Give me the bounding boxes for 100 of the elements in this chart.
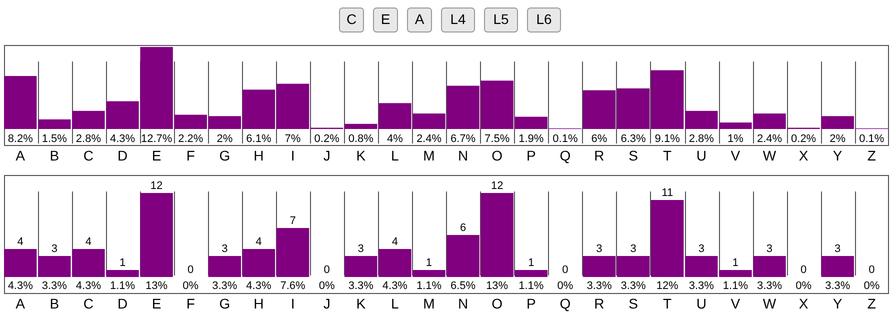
data-label: 2.8% bbox=[76, 133, 102, 145]
annotation: 3.3% bbox=[212, 280, 238, 292]
annotation: 4.3% bbox=[8, 280, 34, 292]
data-label: 4 bbox=[256, 236, 262, 248]
annotation: 1.1% bbox=[518, 280, 544, 292]
data-label: 1.5% bbox=[42, 133, 68, 145]
data-label: 4 bbox=[85, 236, 92, 248]
annotation: 4.3% bbox=[382, 280, 408, 292]
x-tick-label: Q bbox=[560, 148, 571, 164]
text: L4 bbox=[450, 11, 466, 27]
bar bbox=[821, 256, 854, 277]
x-tick-label: R bbox=[594, 296, 604, 312]
x-tick-label: A bbox=[16, 296, 26, 312]
x-tick-label: M bbox=[423, 296, 435, 312]
x-tick-label: H bbox=[254, 296, 264, 312]
annotation: 13% bbox=[486, 280, 508, 292]
annotation: 3.3% bbox=[756, 280, 782, 292]
data-label: 3 bbox=[596, 243, 602, 255]
data-label: 3 bbox=[630, 243, 636, 255]
data-label: 0.8% bbox=[348, 133, 374, 145]
x-tick-label: T bbox=[663, 296, 672, 312]
data-label: 0 bbox=[800, 264, 807, 276]
x-tick-label: D bbox=[117, 296, 128, 312]
annotation: 3.3% bbox=[825, 280, 850, 292]
data-label: 3 bbox=[766, 243, 773, 255]
x-tick-label: U bbox=[696, 148, 706, 164]
data-label: 7% bbox=[284, 133, 301, 145]
annotation: 12% bbox=[656, 280, 679, 292]
data-label: 7.5% bbox=[484, 133, 510, 145]
data-label: 4.3% bbox=[110, 133, 136, 145]
annotation: 0% bbox=[864, 280, 880, 292]
x-tick-label: X bbox=[798, 148, 809, 164]
data-label: 6.7% bbox=[450, 133, 476, 145]
x-tick-label: F bbox=[186, 148, 195, 164]
x-tick-label: E bbox=[152, 148, 162, 164]
x-tick-label: L bbox=[391, 148, 400, 164]
data-label: 12 bbox=[150, 180, 163, 192]
data-label: 6% bbox=[591, 133, 608, 145]
annotation: 4.3% bbox=[76, 280, 102, 292]
x-tick-label: G bbox=[219, 296, 230, 312]
annotation: 7.6% bbox=[280, 280, 306, 292]
data-label: 3 bbox=[222, 243, 228, 255]
annotation: 6.5% bbox=[450, 280, 476, 292]
data-label: 4% bbox=[386, 133, 404, 145]
data-label: 1.9% bbox=[518, 133, 544, 145]
text: E bbox=[380, 11, 390, 27]
data-label: 1 bbox=[119, 257, 126, 269]
data-label: 3 bbox=[358, 243, 364, 255]
annotation: 0% bbox=[557, 280, 574, 292]
x-tick-label: L bbox=[391, 296, 400, 312]
x-tick-label: X bbox=[798, 296, 809, 312]
x-tick-label: S bbox=[628, 296, 638, 312]
data-label: 8.2% bbox=[8, 133, 34, 145]
data-label: 3 bbox=[51, 243, 58, 255]
x-tick-label: J bbox=[323, 296, 330, 312]
x-tick-label: J bbox=[323, 148, 330, 164]
x-tick-label: C bbox=[83, 148, 94, 164]
x-tick-label: I bbox=[290, 148, 295, 164]
text: C bbox=[346, 11, 357, 27]
x-tick-label: M bbox=[423, 148, 435, 164]
x-tick-label: B bbox=[50, 148, 60, 164]
data-label: 0 bbox=[562, 264, 568, 276]
x-tick-label: Y bbox=[832, 296, 843, 312]
x-tick-label: Z bbox=[867, 296, 876, 312]
annotation: 1.1% bbox=[722, 280, 748, 292]
x-tick-label: O bbox=[492, 148, 503, 164]
data-label: 2.4% bbox=[756, 133, 782, 145]
x-tick-label: V bbox=[730, 296, 741, 312]
x-tick-label: O bbox=[492, 296, 503, 312]
annotation: 3.3% bbox=[42, 280, 68, 292]
data-label: 1% bbox=[727, 133, 744, 145]
data-label: 4 bbox=[392, 236, 398, 248]
data-label: 2.2% bbox=[178, 133, 204, 145]
x-tick-label: K bbox=[356, 296, 366, 312]
annotation: 1.1% bbox=[416, 280, 442, 292]
x-tick-label: S bbox=[628, 148, 638, 164]
annotation: 13% bbox=[146, 280, 168, 292]
x-tick-label: P bbox=[526, 296, 536, 312]
x-tick-label: T bbox=[663, 148, 672, 164]
x-tick-label: C bbox=[83, 296, 94, 312]
data-label: 9.1% bbox=[654, 133, 680, 145]
x-tick-label: I bbox=[290, 296, 295, 312]
data-label: 7 bbox=[290, 215, 296, 227]
data-label: 6.3% bbox=[620, 133, 646, 145]
data-label: 3 bbox=[834, 243, 841, 255]
x-tick-label: Z bbox=[867, 148, 876, 164]
x-tick-label: N bbox=[458, 148, 468, 164]
data-label: 0 bbox=[324, 264, 330, 276]
data-label: 0.1% bbox=[552, 133, 578, 145]
x-tick-label: N bbox=[458, 296, 468, 312]
data-label: 3 bbox=[698, 243, 704, 255]
x-tick-label: H bbox=[254, 148, 264, 164]
data-label: 1 bbox=[426, 257, 432, 269]
x-tick-label: K bbox=[356, 148, 366, 164]
data-label: 12.7% bbox=[140, 133, 172, 145]
data-label: 12 bbox=[490, 180, 504, 192]
x-tick-label: A bbox=[16, 148, 26, 164]
annotation: 4.3% bbox=[246, 280, 272, 292]
x-tick-label: E bbox=[152, 296, 162, 312]
data-label: 1 bbox=[528, 257, 534, 269]
